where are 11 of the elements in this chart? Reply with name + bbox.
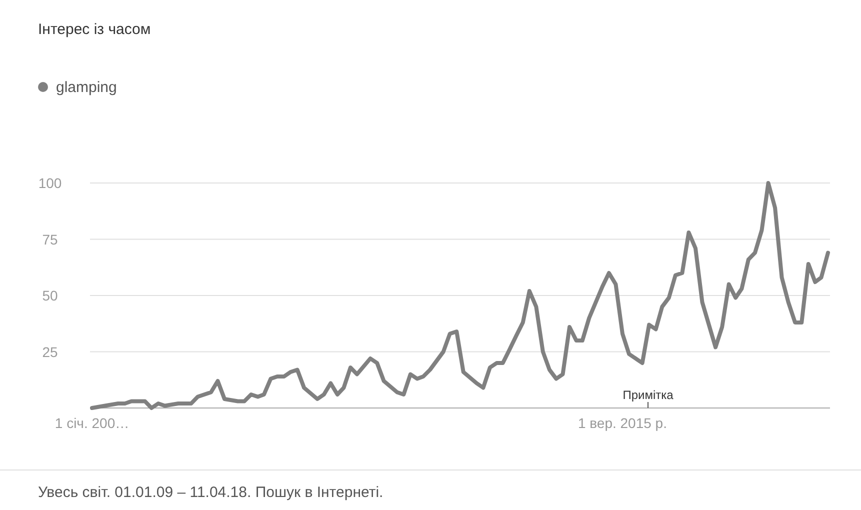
x-tick-label: 1 січ. 200… <box>54 415 130 431</box>
y-tick-label: 75 <box>42 231 58 248</box>
legend-label: glamping <box>56 79 117 96</box>
line-series <box>90 181 830 410</box>
text: Увесь світ. 01.01.09 – 11.04.18. Пошук в Інтернеті. <box>38 484 384 501</box>
annotation: Примітка <box>622 388 674 402</box>
chart-title: Інтерес із часом <box>38 21 151 38</box>
y-tick-label: 100 <box>38 175 62 191</box>
y-tick-label: 25 <box>42 344 58 360</box>
x-tick-label: 1 вер. 2015 р. <box>578 415 667 431</box>
y-tick-label: 50 <box>42 288 58 304</box>
